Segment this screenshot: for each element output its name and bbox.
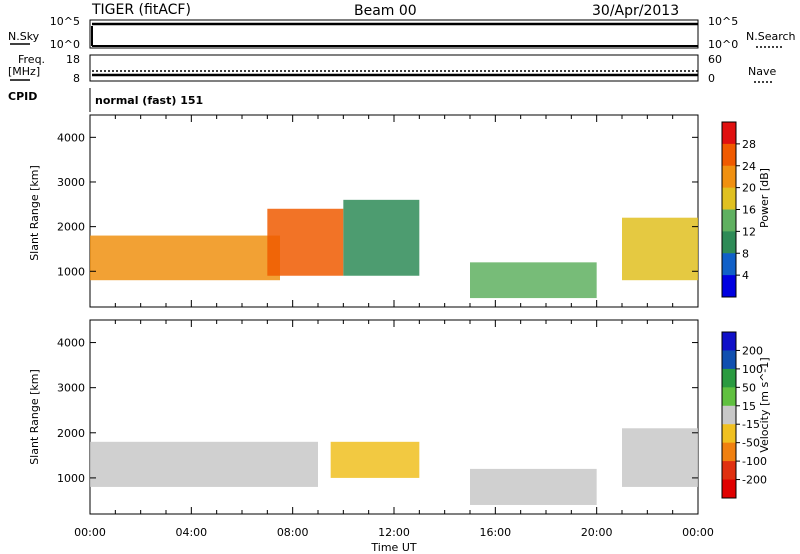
data-region	[90, 235, 280, 281]
colorbar-tick-label: 16	[742, 204, 756, 217]
nsky-tick-top-right: 10^5	[708, 15, 738, 28]
colorbar-tick-label: 50	[742, 381, 756, 394]
cpid-text: normal (fast) 151	[95, 94, 203, 107]
colorbar-tick-label: 200	[742, 344, 763, 357]
colorbar-tick-label: 28	[742, 138, 756, 151]
power-colorbar: 4 8 12 16 20 24 28	[721, 121, 756, 298]
y-tick-label: 4000	[57, 131, 85, 144]
colorbar-swatch	[722, 165, 736, 189]
power-colorbar-label: Power [dB]	[758, 168, 771, 228]
colorbar-swatch	[722, 461, 736, 481]
colorbar-swatch	[722, 424, 736, 444]
colorbar-tick-label: -200	[742, 474, 767, 487]
nave-label: Nave	[748, 65, 776, 78]
colorbar-swatch	[722, 442, 736, 462]
data-region	[622, 217, 698, 281]
freq-tick-top: 18	[66, 53, 80, 66]
y-tick-label: 3000	[57, 176, 85, 189]
data-region	[90, 441, 318, 487]
date-title: 30/Apr/2013	[592, 3, 679, 19]
power-ylabel: Slant Range [km]	[28, 165, 41, 261]
freq-unit-label: [MHz]	[8, 65, 40, 78]
x-tick-label: 00:00	[682, 526, 714, 539]
y-tick-label: 2000	[57, 221, 85, 234]
colorbar-swatch	[722, 387, 736, 407]
nsky-tick-bottom-left: 10^0	[50, 38, 80, 51]
x-tick-label: 16:00	[479, 526, 511, 539]
y-tick-label: 3000	[57, 382, 85, 395]
y-tick-label: 1000	[57, 265, 85, 278]
x-tick-label: 20:00	[581, 526, 613, 539]
data-region	[330, 441, 420, 478]
colorbar-tick-label: 12	[742, 225, 756, 238]
power-y-axis: 1000 2000 3000 4000	[57, 115, 699, 307]
colorbar-tick-label: -15	[742, 418, 760, 431]
velocity-ylabel: Slant Range [km]	[28, 369, 41, 465]
data-region	[267, 208, 344, 276]
nsky-tick-bottom-right: 10^0	[708, 38, 738, 51]
colorbar-swatch	[722, 368, 736, 388]
nsky-panel	[89, 19, 699, 49]
velocity-x-axis: 00:00 04:00 08:00 12:00 16:00 20:00 00:00	[74, 526, 714, 539]
colorbar-tick-label: 15	[742, 400, 756, 413]
velocity-colorbar-label: Velocity [m s^-1]	[758, 357, 771, 452]
nsky-label: N.Sky	[8, 30, 40, 43]
y-tick-label: 1000	[57, 472, 85, 485]
x-tick-label: 00:00	[74, 526, 106, 539]
nave-tick-top: 60	[708, 53, 722, 66]
colorbar-frame	[721, 331, 737, 499]
colorbar-swatch	[722, 209, 736, 232]
velocity-data	[90, 428, 698, 505]
x-tick-label: 12:00	[378, 526, 410, 539]
velocity-y-axis: 1000 2000 3000 4000	[57, 320, 699, 514]
colorbar-tick-label: 4	[742, 269, 749, 282]
colorbar-swatch	[722, 275, 736, 298]
freq-tick-bottom: 8	[73, 72, 80, 85]
colorbar-swatch	[722, 405, 736, 425]
colorbar-tick-label: -50	[742, 437, 760, 450]
data-region	[470, 468, 597, 505]
beam-title: Beam 00	[354, 3, 417, 19]
power-data	[90, 199, 698, 299]
velocity-xlabel: Time UT	[370, 541, 416, 554]
colorbar-swatch	[722, 479, 736, 499]
freq-label: Freq.	[18, 53, 45, 66]
colorbar-swatch	[722, 231, 736, 254]
data-region	[343, 199, 420, 276]
freq-panel	[89, 54, 699, 82]
nsky-tick-top-left: 10^5	[50, 15, 80, 28]
velocity-colorbar: 200 100 50 15 -15 -50 -100 -200	[721, 331, 767, 499]
colorbar-tick-label: -100	[742, 455, 767, 468]
station-title: TIGER (fitACF)	[91, 2, 191, 18]
cpid-label: CPID	[8, 90, 37, 103]
colorbar-swatch	[722, 143, 736, 167]
x-tick-label: 04:00	[175, 526, 207, 539]
nave-tick-bottom: 0	[708, 72, 715, 85]
colorbar-tick-label: 20	[742, 182, 756, 195]
colorbar-swatch	[722, 122, 736, 145]
x-tick-label: 08:00	[277, 526, 309, 539]
y-tick-label: 2000	[57, 427, 85, 440]
colorbar-swatch	[722, 253, 736, 276]
nsearch-label: N.Search	[746, 30, 796, 43]
colorbar-swatch	[722, 332, 736, 351]
colorbar-swatch	[722, 187, 736, 210]
colorbar-tick-label: 8	[742, 247, 749, 260]
data-region	[622, 428, 698, 487]
y-tick-label: 4000	[57, 337, 85, 350]
data-region	[470, 262, 597, 299]
colorbar-swatch	[722, 350, 736, 370]
colorbar-tick-label: 100	[742, 363, 763, 376]
colorbar-tick-label: 24	[742, 160, 756, 173]
